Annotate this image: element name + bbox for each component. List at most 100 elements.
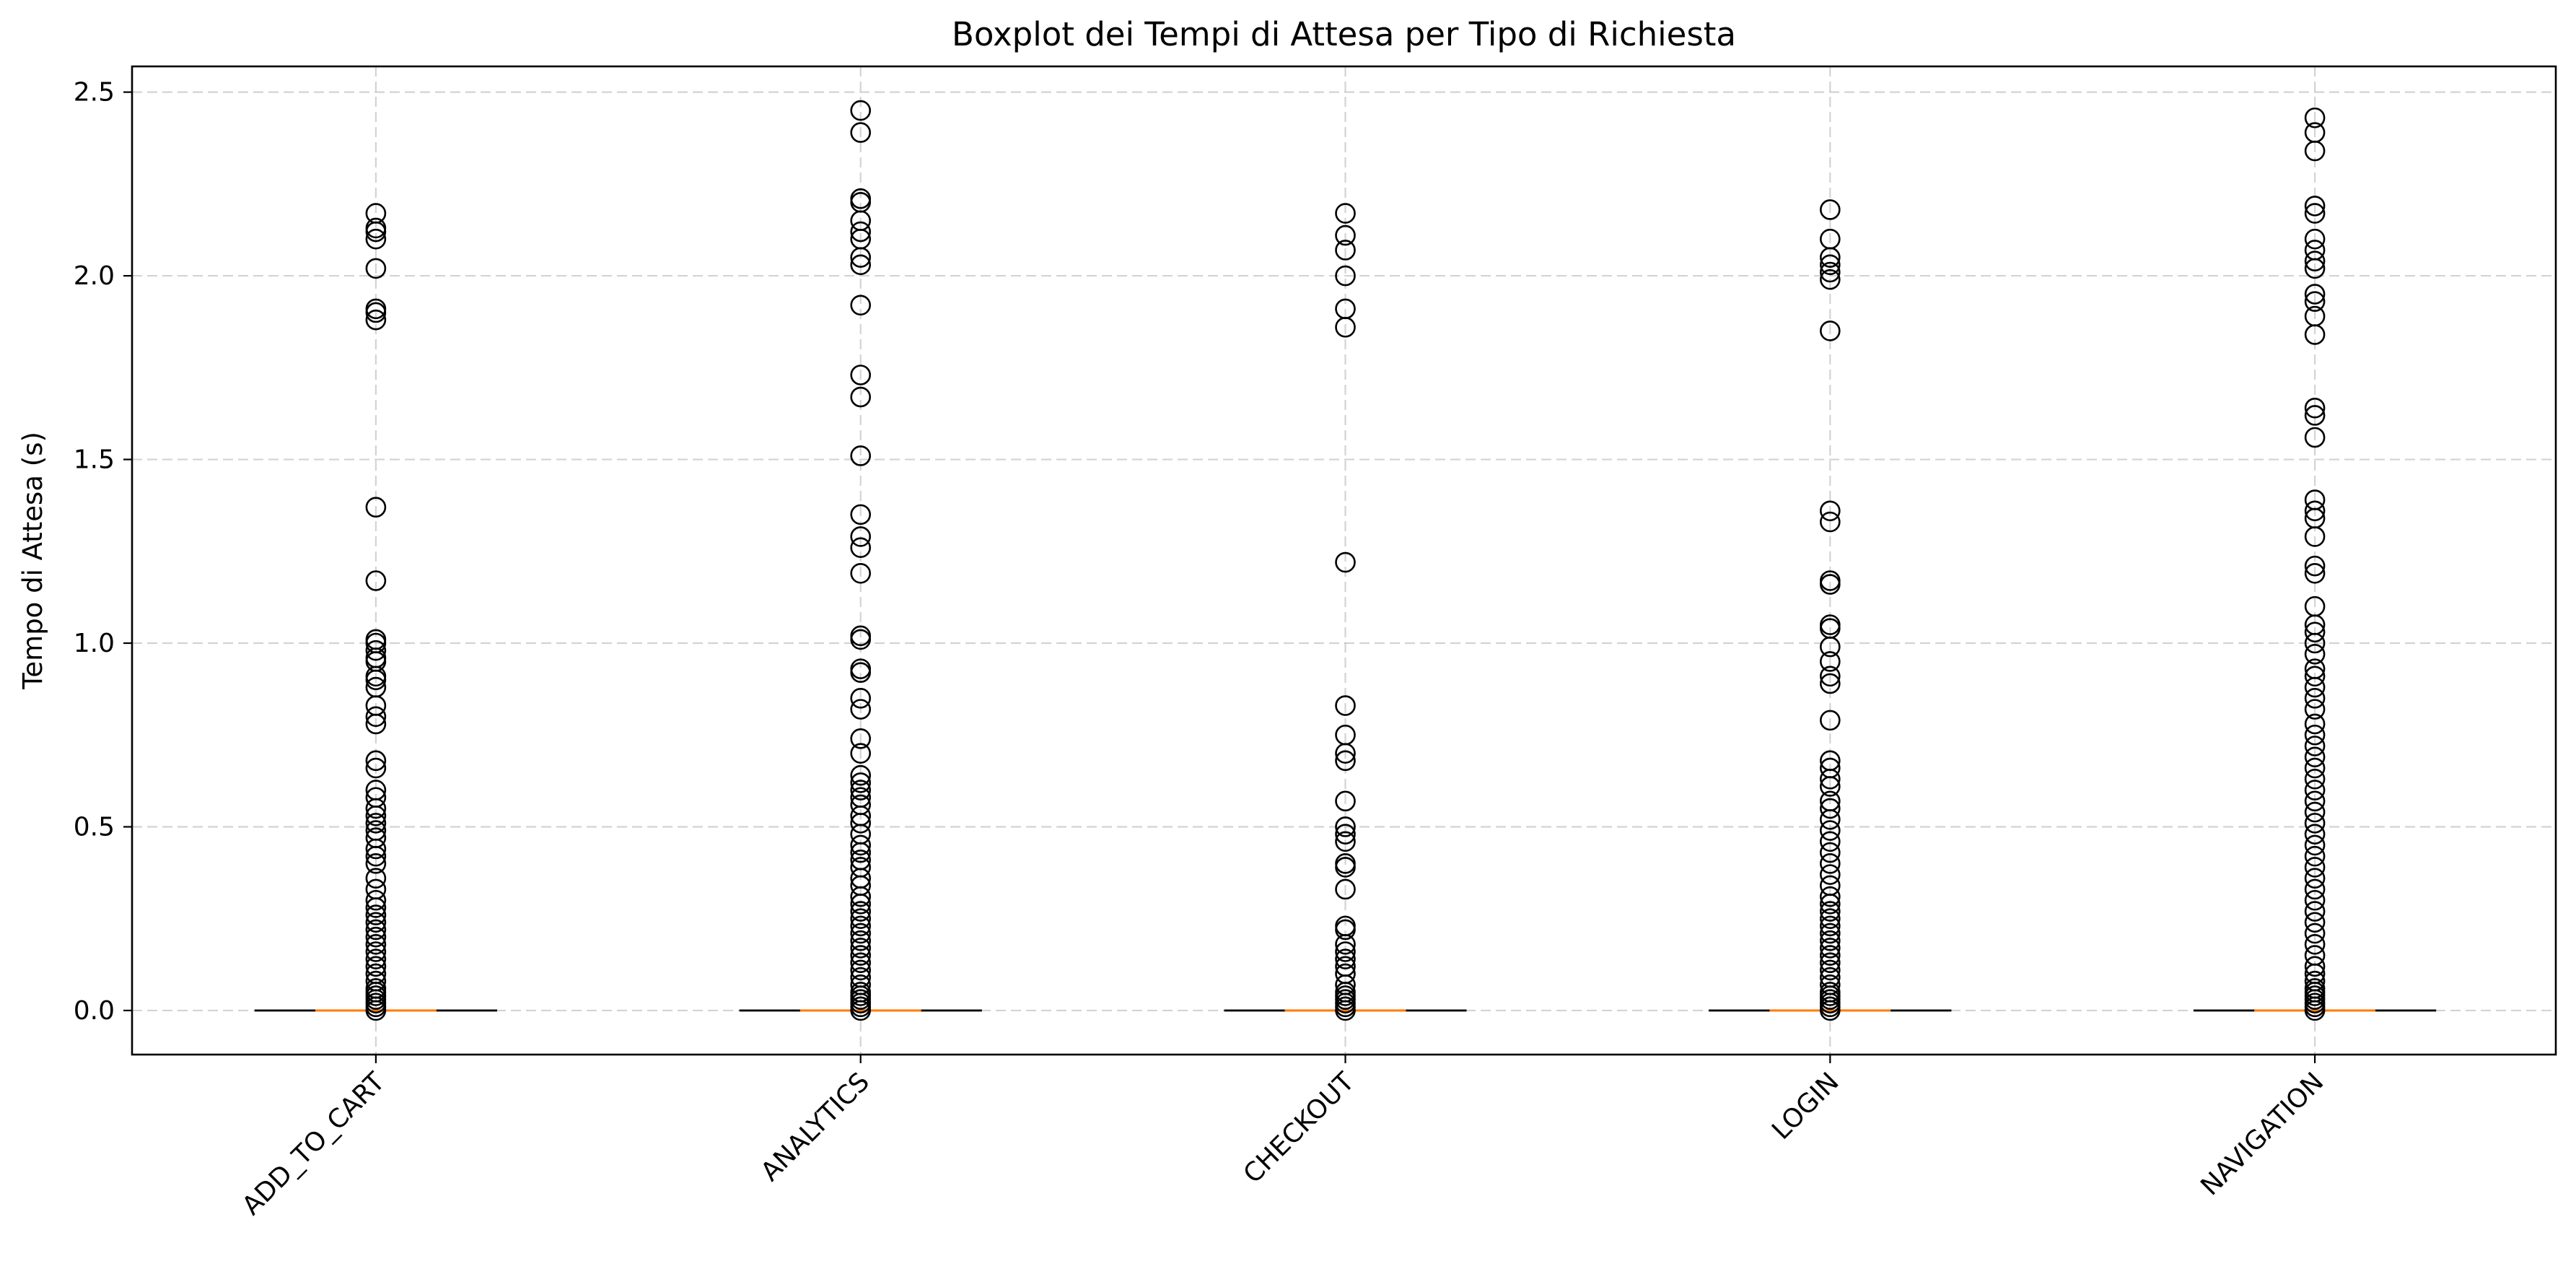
outlier-point [1335,743,1356,764]
outlier-point [365,904,387,925]
outlier-point [365,258,387,279]
outlier-point [1335,831,1356,852]
outlier-point [1335,265,1356,287]
outlier-point [365,798,387,819]
outlier-point [850,537,871,558]
outlier-point [365,640,387,661]
outlier-point [1335,317,1356,338]
outlier-point [1820,776,1841,797]
outlier-point [365,868,387,889]
outlier-point [1820,320,1841,341]
outlier-point [2304,291,2326,313]
outlier-point [850,842,871,863]
outlier-point [2304,713,2326,735]
outlier-point [850,629,871,650]
outlier-point [2304,912,2326,933]
chart-title: Boxplot dei Tempi di Attesa per Tipo di … [952,15,1736,53]
outlier-point [850,780,871,800]
outlier-point [2304,757,2326,779]
outlier-point [2304,526,2326,547]
outlier-point [850,959,871,981]
outlier-point [850,813,871,834]
outlier-point [1820,673,1841,694]
outlier-point [850,122,871,143]
outlier-point [2304,427,2326,448]
outlier-point [1335,878,1356,900]
outlier-point [2304,688,2326,709]
outlier-point [2304,397,2326,419]
outlier-point [850,772,871,793]
outlier-point [850,100,871,121]
outlier-point [365,497,387,518]
outlier-point [1335,695,1356,716]
outlier-point [1820,959,1841,981]
outlier-point [1820,254,1841,276]
outlier-point [850,294,871,316]
outlier-point [365,228,387,250]
outlier-point [1335,790,1356,812]
outlier-point [365,1000,387,1021]
outlier-point [1820,901,1841,922]
outlier-point [1335,240,1356,261]
outlier-point [365,941,387,962]
outlier-point [365,919,387,941]
outlier-point [1820,842,1841,863]
outlier-point [850,952,871,974]
outlier-point [2304,813,2326,834]
outlier-point [2304,500,2326,522]
outlier-point [2304,736,2326,756]
y-axis-label: Tempo di Attesa (s) [17,432,48,690]
outlier-point [1820,511,1841,533]
outlier-point [2304,790,2326,812]
outlier-point [365,897,387,918]
axes-frame [131,65,2557,1056]
y-tick-label: 2.0 [74,261,115,291]
outlier-point [2304,901,2326,922]
outlier-point [2304,676,2326,698]
outlier-point [1335,934,1356,955]
outlier-point [850,945,871,966]
outlier-point [850,886,871,907]
outlier-point [2304,824,2326,845]
outlier-point [365,956,387,977]
outlier-point [1820,908,1841,929]
outlier-point [1335,551,1356,573]
outlier-point [850,901,871,922]
y-tick-label: 0.0 [74,996,115,1026]
outlier-point [1820,261,1841,283]
outlier-point [2304,405,2326,426]
outlier-point [2304,780,2326,800]
outlier-point [2304,699,2326,720]
outlier-point [365,926,387,948]
outlier-point [2304,284,2326,305]
outlier-point [1335,750,1356,772]
outlier-point [2304,857,2326,878]
outlier-point [2304,878,2326,900]
outlier-point [365,805,387,826]
outlier-point [2304,934,2326,955]
y-tick-label: 0.5 [74,812,115,842]
outlier-point [1820,894,1841,915]
outlier-point [2304,250,2326,272]
outlier-point [365,934,387,955]
outlier-point [1335,824,1356,845]
y-tick-label: 1.0 [74,629,115,658]
outlier-point [2304,801,2326,823]
outlier-point [850,728,871,749]
outlier-point [850,743,871,764]
gridlines [132,66,2556,1055]
outlier-point [2304,666,2326,687]
outlier-point [1820,651,1841,672]
outlier-point [1820,1000,1841,1021]
outlier-point [2304,724,2326,746]
outlier-point [850,1000,871,1021]
outlier-point [850,922,871,944]
outlier-point [850,930,871,951]
outlier-point [1820,922,1841,944]
outlier-point [365,912,387,933]
y-tick-label: 1.5 [74,445,115,475]
outlier-point [365,838,387,860]
outlier-point [1335,816,1356,837]
